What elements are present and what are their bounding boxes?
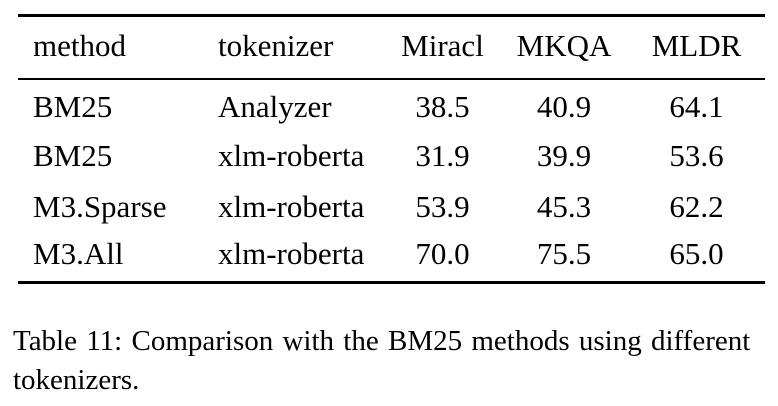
cell-tokenizer: xlm-roberta [218,188,365,224]
table-caption: Table 11: Comparison with the BM25 metho… [13,325,751,396]
cell-method: BM25 [33,89,113,124]
cell-mldr: 65.0 [669,235,724,271]
cell-mkqa: 75.5 [536,235,592,271]
cell-tokenizer: xlm-roberta [218,235,365,271]
cell-miracl: 53.9 [415,188,470,224]
cell-mldr: 53.6 [669,137,724,173]
column-header-miracl: Miracl [401,27,484,63]
cell-tokenizer: xlm-roberta [218,137,365,173]
column-header-method: method [33,27,126,63]
column-header-tokenizer: tokenizer [218,27,334,63]
table-header-row: method tokenizer Miracl MKQA MLDR [18,16,765,79]
cell-miracl: 31.9 [415,137,470,173]
cell-mkqa: 40.9 [536,89,592,124]
results-table: method tokenizer Miracl MKQA MLDR BM25 A… [18,14,765,284]
cell-miracl: 38.5 [415,89,470,124]
column-header-mkqa: MKQA [516,27,612,63]
table-row: BM25 Analyzer 38.5 40.9 64.1 [18,79,765,130]
cell-mldr: 62.2 [669,188,724,224]
column-header-mldr: MLDR [651,27,742,63]
table-row: M3.Sparse xlm-roberta 53.9 45.3 62.2 [18,181,765,232]
cell-method: M3.All [33,235,124,271]
cell-mkqa: 45.3 [536,188,592,224]
cell-mkqa: 39.9 [536,137,592,173]
cell-tokenizer: Analyzer [218,89,332,124]
table-row: BM25 xlm-roberta 31.9 39.9 53.6 [18,130,765,181]
cell-mldr: 64.1 [669,89,724,124]
cell-miracl: 70.0 [415,235,470,271]
cell-method: M3.Sparse [33,188,167,224]
cell-method: BM25 [33,137,113,173]
table-row: M3.All xlm-roberta 70.0 75.5 65.0 [18,232,765,283]
